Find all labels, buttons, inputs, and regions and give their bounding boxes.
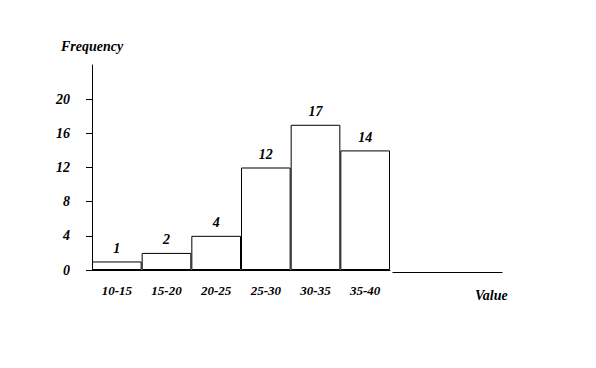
svg-text:14: 14	[358, 130, 372, 145]
svg-text:10-15: 10-15	[102, 283, 133, 298]
svg-text:12: 12	[56, 160, 70, 175]
svg-text:30-35: 30-35	[299, 283, 331, 298]
svg-text:0: 0	[63, 263, 70, 278]
svg-text:17: 17	[309, 104, 324, 119]
svg-text:Frequency: Frequency	[60, 39, 124, 54]
svg-text:8: 8	[63, 194, 70, 209]
svg-text:15-20: 15-20	[151, 283, 182, 298]
svg-text:2: 2	[162, 232, 170, 247]
svg-text:12: 12	[259, 147, 273, 162]
svg-text:1: 1	[113, 241, 120, 256]
svg-text:25-30: 25-30	[250, 283, 282, 298]
svg-text:Value: Value	[475, 288, 508, 303]
svg-text:4: 4	[212, 215, 220, 230]
svg-text:20: 20	[55, 92, 70, 107]
svg-text:4: 4	[62, 228, 70, 243]
svg-text:35-40: 35-40	[349, 283, 381, 298]
svg-text:20-25: 20-25	[200, 283, 232, 298]
svg-text:16: 16	[56, 126, 70, 141]
